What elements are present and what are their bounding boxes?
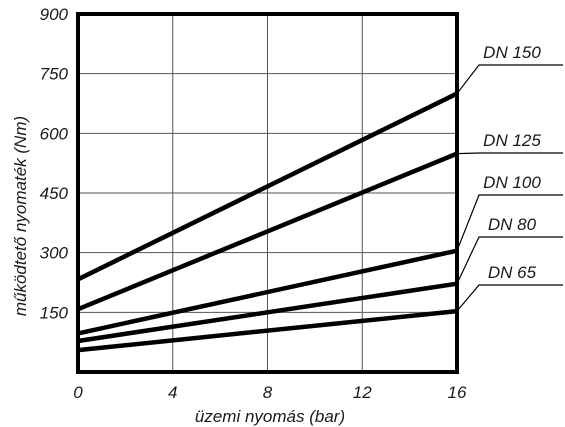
series-line-dn-80 bbox=[77, 281, 458, 344]
series-label: DN 65 bbox=[488, 263, 537, 282]
x-tick-label: 12 bbox=[353, 383, 372, 402]
label-leaders bbox=[456, 64, 563, 312]
x-axis-title: üzemi nyomás (bar) bbox=[195, 407, 345, 426]
y-tick-label: 150 bbox=[40, 303, 69, 322]
series-label: DN 100 bbox=[483, 173, 541, 192]
x-tick-label: 8 bbox=[263, 383, 273, 402]
series-label: DN 80 bbox=[488, 215, 537, 234]
leader-line bbox=[456, 152, 563, 155]
y-tick-label: 300 bbox=[40, 244, 69, 263]
x-tick-label: 16 bbox=[448, 383, 467, 402]
y-axis-title: működtető nyomaték (Nm) bbox=[11, 116, 30, 316]
y-tick-label: 750 bbox=[40, 65, 69, 84]
leader-line bbox=[456, 236, 563, 284]
x-tick-label: 0 bbox=[73, 383, 83, 402]
plot-frame bbox=[76, 12, 459, 374]
series-lines bbox=[77, 91, 458, 353]
series-line-dn-150 bbox=[77, 91, 458, 282]
leader-line bbox=[456, 64, 563, 94]
series-line-dn-100 bbox=[77, 248, 458, 336]
series-labels: DN 150 DN 125 DN 100 DN 80 DN 65 bbox=[483, 43, 541, 282]
x-tick-label: 4 bbox=[168, 383, 177, 402]
series-line-dn-65 bbox=[77, 308, 458, 353]
y-tick-label: 600 bbox=[40, 124, 69, 143]
y-tick-label: 900 bbox=[40, 5, 69, 24]
series-label: DN 150 bbox=[483, 43, 541, 62]
x-tick-labels: 0 4 8 12 16 bbox=[73, 383, 467, 402]
leader-line bbox=[456, 194, 563, 251]
series-label: DN 125 bbox=[483, 131, 541, 150]
leader-line bbox=[456, 284, 563, 312]
y-tick-labels: 150 300 450 600 750 900 bbox=[40, 5, 69, 322]
series-line-dn-125 bbox=[77, 151, 458, 312]
y-tick-label: 450 bbox=[40, 184, 69, 203]
